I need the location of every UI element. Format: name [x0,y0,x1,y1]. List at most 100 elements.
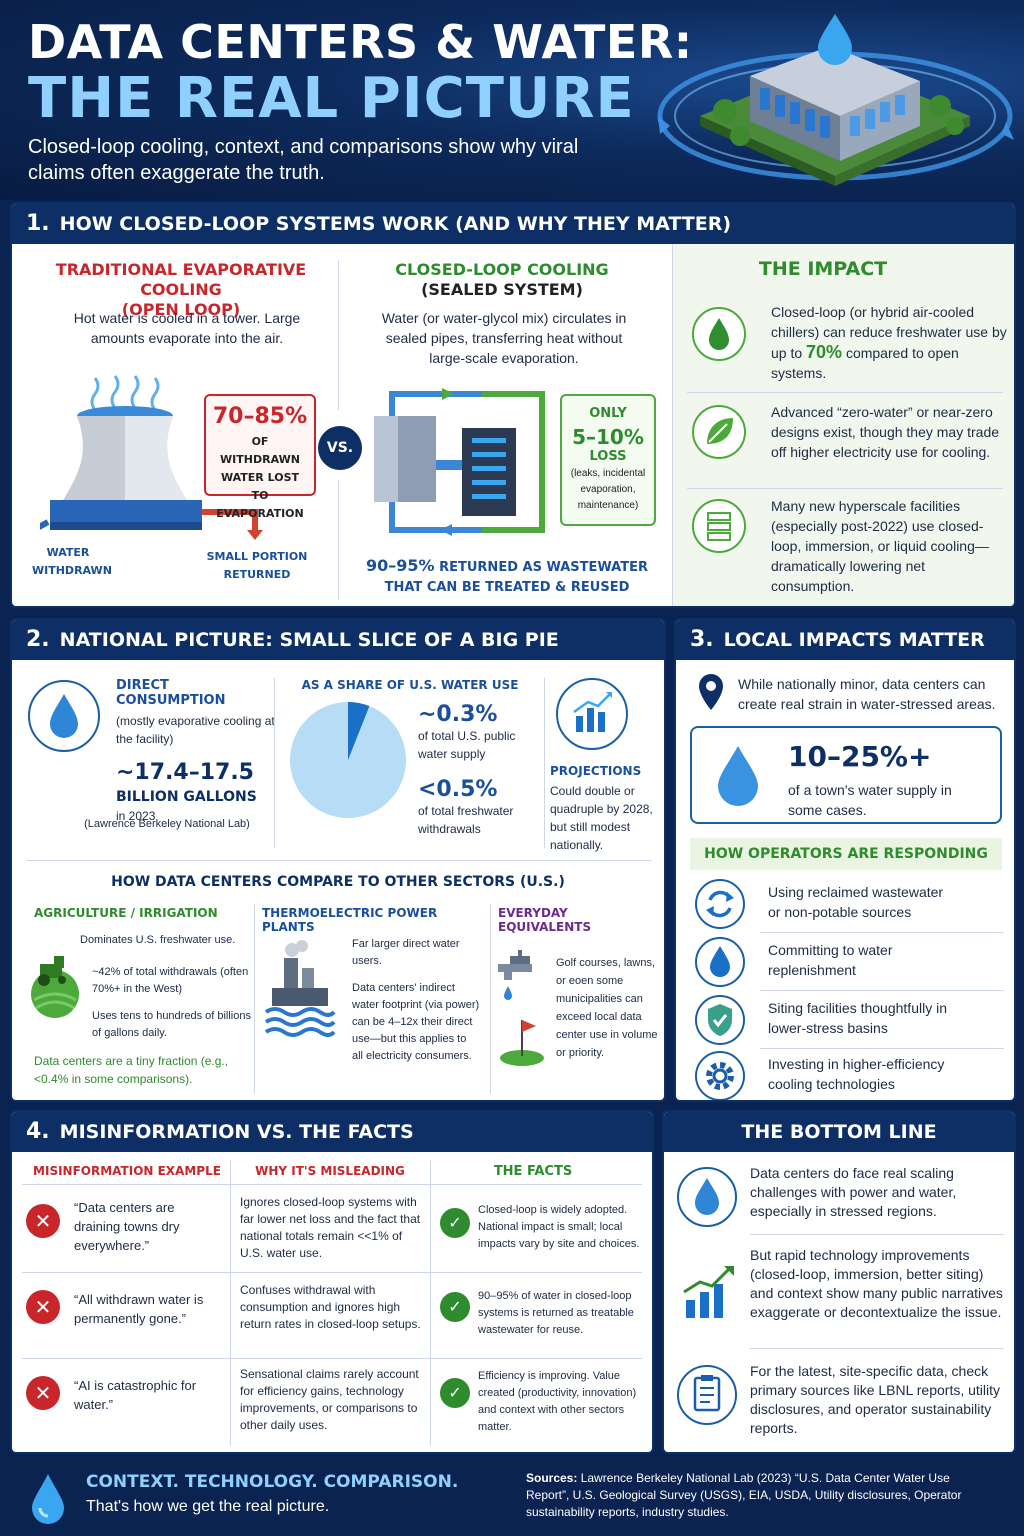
operator-item-4: Investing in higher-efficiency cooling t… [768,1056,945,1092]
bottom-line-item-2: But rapid technology improvements (close… [750,1247,1003,1320]
direct-consumption-stat: ~17.4–17.5 [116,760,254,785]
section-title: NATIONAL PICTURE: SMALL SLICE OF A BIG P… [59,629,559,651]
pie-slice-data-centers [348,702,370,760]
loss-stat-note: (leaks, incidental evaporation, maintena… [570,468,646,511]
footer-sources: Sources: Lawrence Berkeley National Lab … [526,1470,986,1521]
location-pin-icon [699,674,723,710]
everyday-text-1: Golf courses, lawns, or eoen some munici… [556,957,658,1059]
section-title: HOW CLOSED-LOOP SYSTEMS WORK (AND WHY TH… [59,213,732,235]
section-header: 3. LOCAL IMPACTS MATTER [676,620,1014,660]
closed-loop-desc: Water (or water-glycol mix) circulates i… [381,310,627,366]
section-number: 1. [26,211,50,236]
section-header: THE BOTTOM LINE [664,1112,1014,1152]
direct-consumption-source: (Lawrence Berkeley National Lab) [84,818,250,830]
local-intro: While nationally minor, data centers can… [738,676,996,712]
server-icon [692,499,746,553]
impact-panel: THE IMPACT Closed-loop (or hybrid air-co… [672,244,1014,606]
page-title-highlight: THE REAL PICTURE [28,66,635,131]
bar-chart-trend-icon [556,678,628,750]
direct-consumption-year: in 2023 [116,809,156,823]
page-title: DATA CENTERS & WATER: [28,15,693,69]
operator-item-2: Committing to water replenishment [768,942,893,978]
gear-icon [695,1051,745,1100]
operator-item-1: Using reclaimed wastewater or non-potabl… [768,884,944,920]
share-stat-2: <0.5% [418,777,498,802]
hero-banner: DATA CENTERS & WATER: THE REAL PICTURE C… [0,0,1024,200]
operator-item-3: Siting facilities thoughtfully in lower-… [768,1000,947,1036]
evaporation-stat-box: 70–85% OF WITHDRAWN WATER LOST TO EVAPOR… [204,394,316,520]
section-number: 4. [26,1119,50,1144]
closed-loop-title: CLOSED-LOOP COOLING [395,260,609,279]
x-mark-icon: ✕ [26,1290,60,1324]
misinfo-claim-3: “AI is catastrophic for water.” [74,1378,197,1412]
agriculture-text-4: Data centers are a tiny fraction (e.g., … [34,1054,229,1086]
section-closed-loop: 1. HOW CLOSED-LOOP SYSTEMS WORK (AND WHY … [10,202,1016,608]
share-pie-chart [290,702,406,818]
misinfo-why-2: Confuses withdrawal with consumption and… [240,1283,421,1331]
growth-chart-icon [683,1266,734,1318]
evaporation-stat-label: OF WITHDRAWN WATER LOST TO EVAPORATION [216,435,304,520]
impact-item-1: Closed-loop (or hybrid air-cooled chille… [771,302,1007,383]
share-label-1: of total U.S. public water supply [418,729,516,761]
loss-stat: 5–10% [572,425,644,449]
bottom-line-item-1: Data centers do face real scaling challe… [750,1165,957,1219]
traditional-title: TRADITIONAL EVAPORATIVE COOLING [55,260,307,299]
misinfo-fact-3: Efficiency is improving. Value created (… [478,1370,637,1433]
footer-tagline-2: That's how we get the real picture. [86,1498,330,1515]
closed-loop-subtitle: (SEALED SYSTEM) [421,280,583,299]
thermoelectric-text-1: Far larger direct water users. [352,938,460,967]
impact-item-1-text: Closed-loop (or hybrid air-cooled chille… [771,304,1007,361]
data-center-illustration [657,14,1014,186]
local-stat-box: 10–25%+ of a town's water supply in some… [690,726,1002,824]
evaporation-stat: 70–85% [212,404,308,429]
clipboard-icon [677,1365,737,1425]
misinfo-why-1: Ignores closed-loop systems with far low… [240,1195,421,1260]
tractor-icon [31,956,79,1018]
check-mark-icon: ✓ [440,1378,470,1408]
direct-consumption-title: DIRECT CONSUMPTION [116,678,226,708]
misinfo-claim-2: “All withdrawn water is permanently gone… [74,1292,204,1326]
footer-tagline: CONTEXT. TECHNOLOGY. COMPARISON. [86,1472,459,1492]
thermoelectric-title: THERMOELECTRIC POWER PLANTS [262,906,438,934]
section-misinformation: 4. MISINFORMATION VS. THE FACTS MISINFORM… [10,1110,654,1454]
recycle-icon [695,879,745,929]
shield-check-icon [695,995,745,1045]
closed-loop-system-icon [374,388,545,536]
impact-item-2: Advanced “zero-water” or near-zero desig… [771,404,1000,460]
share-title: AS A SHARE OF U.S. WATER USE [301,678,519,692]
cooling-tower-icon [40,375,263,540]
x-mark-icon: ✕ [26,1204,60,1238]
section-local-impacts: 3. LOCAL IMPACTS MATTER While nationally … [674,618,1016,1102]
direct-consumption-sub: (mostly evaporative cooling at the facil… [116,714,275,746]
column-header-misinformation: MISINFORMATION EXAMPLE [33,1164,221,1178]
loss-stat-label: LOSS [589,449,627,464]
projections-text: Could double or quadruple by 2028, but s… [550,784,653,852]
misinfo-fact-1: Closed-loop is widely adopted. National … [478,1204,640,1250]
misinfo-why-3: Sensational claims rarely account for ef… [240,1367,419,1432]
vs-badge: VS. [318,426,362,470]
section-bottom-line: THE BOTTOM LINE Data centers do face rea… [662,1110,1016,1454]
loss-only-label: ONLY [589,406,627,421]
share-label-2: of total freshwater withdrawals [418,804,514,836]
agriculture-title: AGRICULTURE / IRRIGATION [34,906,218,920]
section-title: MISINFORMATION VS. THE FACTS [59,1121,414,1143]
compare-title: HOW DATA CENTERS COMPARE TO OTHER SECTOR… [111,874,565,890]
misinfo-fact-2: 90–95% of water in closed-loop systems i… [478,1290,634,1336]
agriculture-text-2: ~42% of total withdrawals (often 70%+ in… [92,966,249,995]
water-drop-icon [718,746,758,806]
traditional-desc: Hot water is cooled in a tower. Large am… [73,310,301,346]
faucet-golf-icon [498,950,544,1066]
water-drop-icon [32,1474,64,1524]
local-stat: 10–25%+ [788,740,932,773]
section-number: 2. [26,627,50,652]
page-subtitle: Closed-loop cooling, context, and compar… [28,136,579,184]
column-header-misleading: WHY IT'S MISLEADING [255,1164,405,1178]
water-drop-icon [695,937,745,987]
water-withdrawn-label: WATER WITHDRAWN [32,546,112,577]
water-drop-icon [677,1167,737,1227]
check-mark-icon: ✓ [440,1292,470,1322]
section-number: 3. [690,627,714,652]
sources-label: Sources: [526,1471,578,1485]
local-stat-label: of a town's water supply in some cases. [788,782,952,818]
water-drop-leaf-icon [692,307,746,361]
